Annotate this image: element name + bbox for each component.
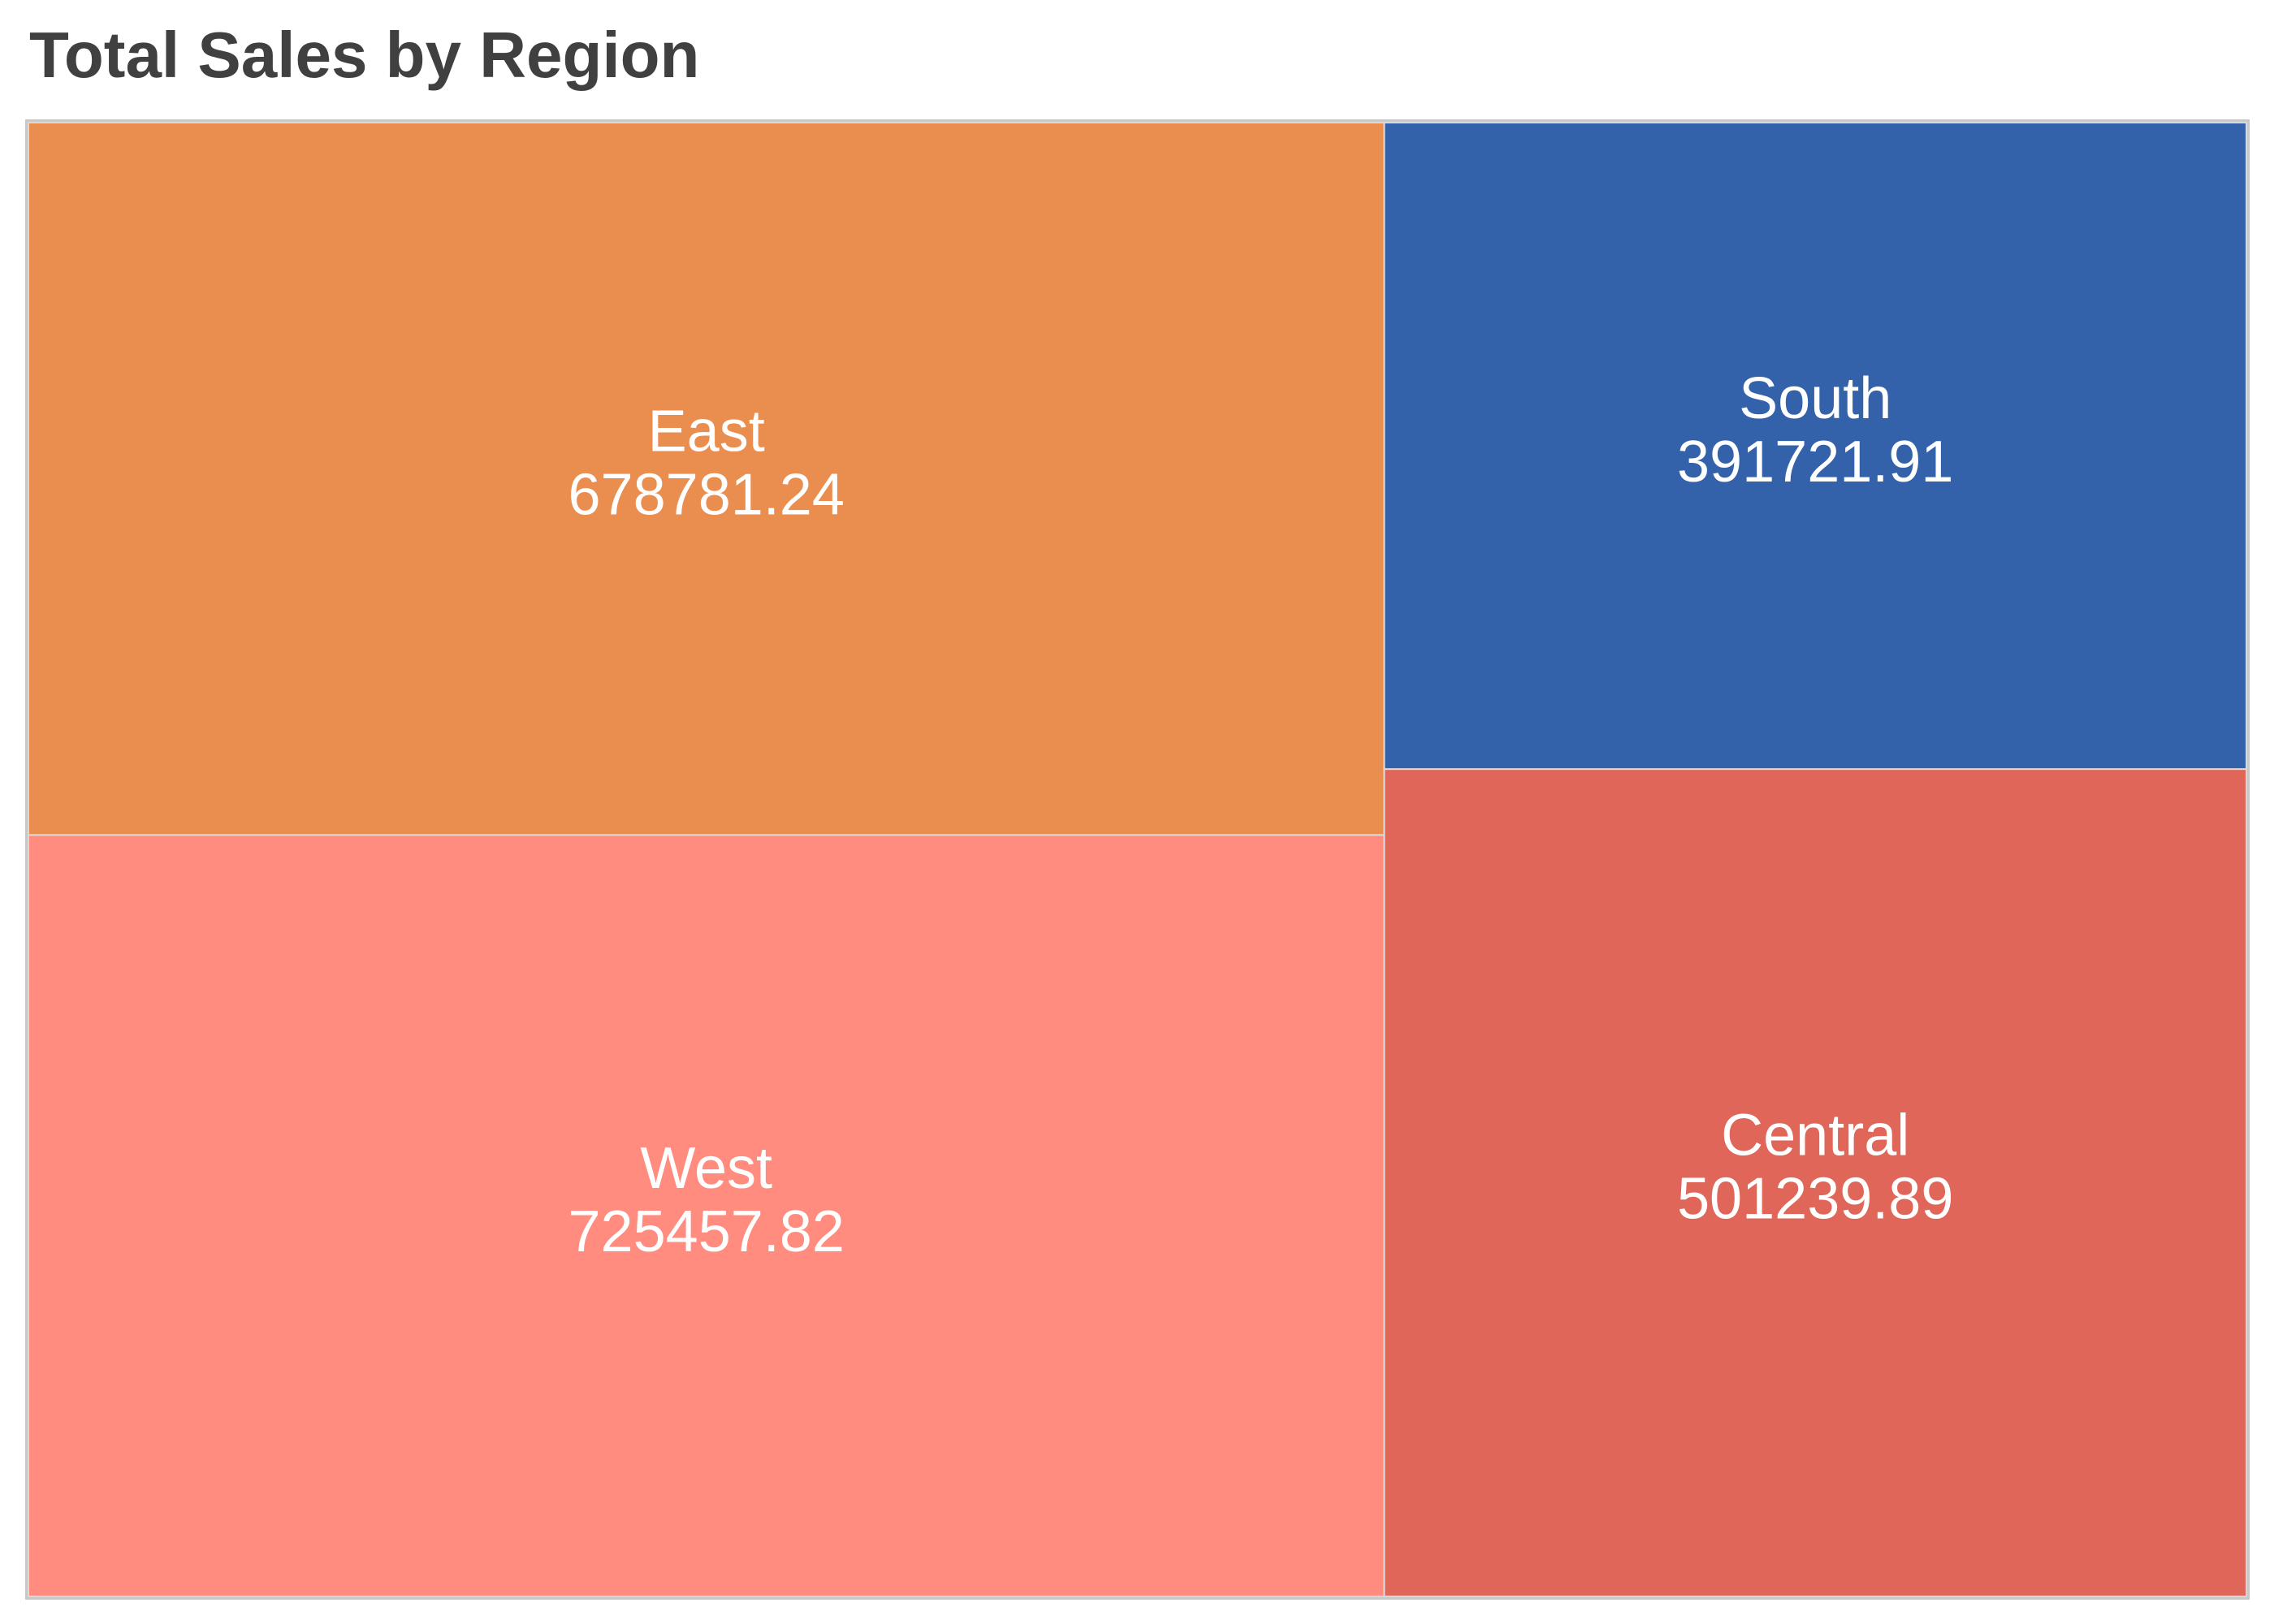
tile-value-east: 678781.24 bbox=[568, 463, 845, 528]
tile-south[interactable] bbox=[1383, 122, 2247, 771]
tile-value-south: 391721.91 bbox=[1677, 430, 1953, 495]
tile-value-central: 501239.89 bbox=[1677, 1167, 1953, 1232]
tile-name-south: South bbox=[1739, 366, 1891, 431]
tile-central[interactable] bbox=[1383, 768, 2247, 1597]
tile-west[interactable] bbox=[28, 834, 1386, 1598]
tile-east[interactable] bbox=[28, 122, 1386, 836]
chart-title: Total Sales by Region bbox=[29, 19, 700, 91]
tile-name-east: East bbox=[648, 400, 765, 464]
tile-name-central: Central bbox=[1721, 1104, 1909, 1168]
tile-name-west: West bbox=[640, 1136, 772, 1201]
tile-value-west: 725457.82 bbox=[568, 1199, 845, 1264]
